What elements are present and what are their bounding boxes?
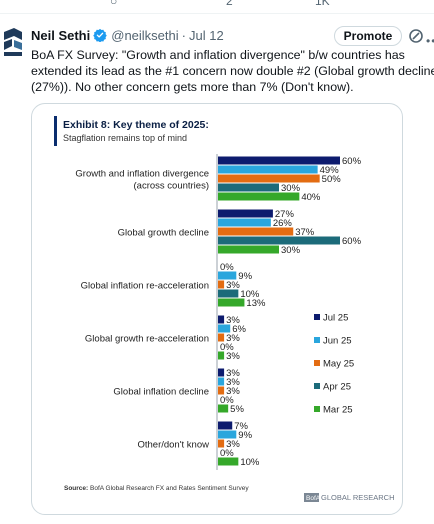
data-label: 27% (275, 209, 295, 220)
bar (218, 430, 237, 439)
legend-label: Jun 25 (323, 336, 352, 347)
chart-title: Exhibit 8: Key theme of 2025: (63, 119, 209, 131)
data-label: 60% (342, 236, 362, 247)
bar (218, 165, 318, 174)
bar (218, 183, 279, 192)
bar (218, 298, 245, 307)
promote-icon[interactable] (408, 28, 424, 44)
previous-tweet-actions: ○ 2 1K (0, 0, 434, 14)
data-label: 37% (295, 227, 315, 238)
legend-label: Apr 25 (323, 382, 351, 393)
title-accent-bar (54, 116, 57, 146)
data-label: 0% (220, 262, 234, 273)
bar (218, 236, 340, 245)
chart-subtitle: Stagflation remains top of mind (63, 133, 187, 143)
brand-badge: BofA (306, 495, 321, 502)
data-label: 10% (240, 289, 260, 300)
category-label: Global growth re-acceleration (85, 334, 209, 345)
author-handle[interactable]: @neilksethi (111, 27, 179, 43)
data-label: 3% (226, 439, 240, 450)
data-label: 13% (246, 298, 266, 309)
data-label: 7% (234, 421, 248, 432)
legend-swatch (314, 314, 320, 320)
tweet-date[interactable]: Jul 12 (189, 27, 224, 43)
bar (218, 377, 225, 386)
data-label: 40% (301, 192, 321, 203)
bar (218, 289, 239, 298)
category-label: Global growth decline (118, 228, 209, 239)
data-label: 60% (342, 156, 362, 167)
verified-badge-icon (93, 28, 108, 42)
data-label: 50% (322, 174, 342, 185)
avatar[interactable] (2, 26, 24, 60)
tweet-text: BoA FX Survey: "Growth and inflation div… (31, 48, 434, 94)
data-label: 0% (220, 395, 234, 406)
bar (218, 209, 273, 218)
bar (218, 324, 231, 333)
bar (218, 218, 271, 227)
data-label: 26% (273, 218, 293, 229)
bar (218, 439, 225, 448)
data-label: 3% (226, 351, 240, 362)
category-label: Growth and inflation divergence (75, 169, 209, 180)
bar (218, 386, 225, 395)
legend-swatch (314, 360, 320, 366)
data-label: 9% (238, 271, 252, 282)
data-label: 9% (238, 430, 252, 441)
bar (218, 368, 225, 377)
data-label: 3% (226, 280, 240, 291)
promote-button[interactable]: Promote (334, 26, 402, 46)
legend-label: May 25 (323, 359, 354, 370)
data-label: 49% (320, 165, 340, 176)
bar (218, 245, 279, 254)
data-label: 3% (226, 368, 240, 379)
reply-icon[interactable]: ○ (110, 0, 118, 8)
bar (218, 351, 225, 360)
bar (218, 333, 225, 342)
data-label: 30% (281, 245, 301, 256)
legend-label: Jul 25 (323, 313, 348, 324)
brand-text: GLOBAL RESEARCH (321, 493, 395, 502)
bar (218, 271, 237, 280)
data-label: 3% (226, 386, 240, 397)
bar (218, 192, 300, 201)
bar (218, 315, 225, 324)
bar (218, 404, 229, 413)
tweet-header: Neil Sethi @neilksethi · Jul 12 (31, 26, 224, 44)
data-label: 5% (230, 404, 244, 415)
source-label: Source: (64, 485, 90, 492)
brand-badge-bg (304, 493, 319, 502)
bar (218, 421, 233, 430)
category-label: Other/don't know (137, 440, 209, 451)
data-label: 3% (226, 315, 240, 326)
legend-swatch (314, 383, 320, 389)
separator-dot: · (181, 27, 186, 43)
data-label: 10% (240, 457, 260, 468)
source-text: BofA Global Research FX and Rates Sentim… (90, 485, 249, 492)
category-label: Global inflation decline (113, 387, 209, 398)
data-label: 3% (226, 333, 240, 344)
legend-swatch (314, 406, 320, 412)
author-name[interactable]: Neil Sethi (31, 27, 91, 43)
category-label: Global inflation re-acceleration (81, 281, 209, 292)
bar (218, 227, 294, 236)
data-label: 0% (220, 448, 234, 459)
more-options-icon[interactable]: ••• (426, 34, 434, 48)
data-label: 0% (220, 342, 234, 353)
category-label: (across countries) (134, 181, 210, 192)
bar (218, 174, 320, 183)
retweet-count: 2 (226, 0, 233, 8)
chart: Exhibit 8: Key theme of 2025: Stagflation… (54, 116, 395, 502)
bar (218, 457, 239, 466)
legend-swatch (314, 337, 320, 343)
legend-label: Mar 25 (323, 405, 353, 416)
data-label: 30% (281, 183, 301, 194)
tweet-image[interactable]: Exhibit 8: Key theme of 2025: Stagflation… (31, 103, 403, 515)
analytics-count: 1K (315, 0, 330, 8)
chart-source: Source: BofA Global Research FX and Rate… (64, 485, 249, 492)
data-label: 3% (226, 377, 240, 388)
data-label: 6% (232, 324, 246, 335)
bar (218, 280, 225, 289)
bar (218, 156, 340, 165)
